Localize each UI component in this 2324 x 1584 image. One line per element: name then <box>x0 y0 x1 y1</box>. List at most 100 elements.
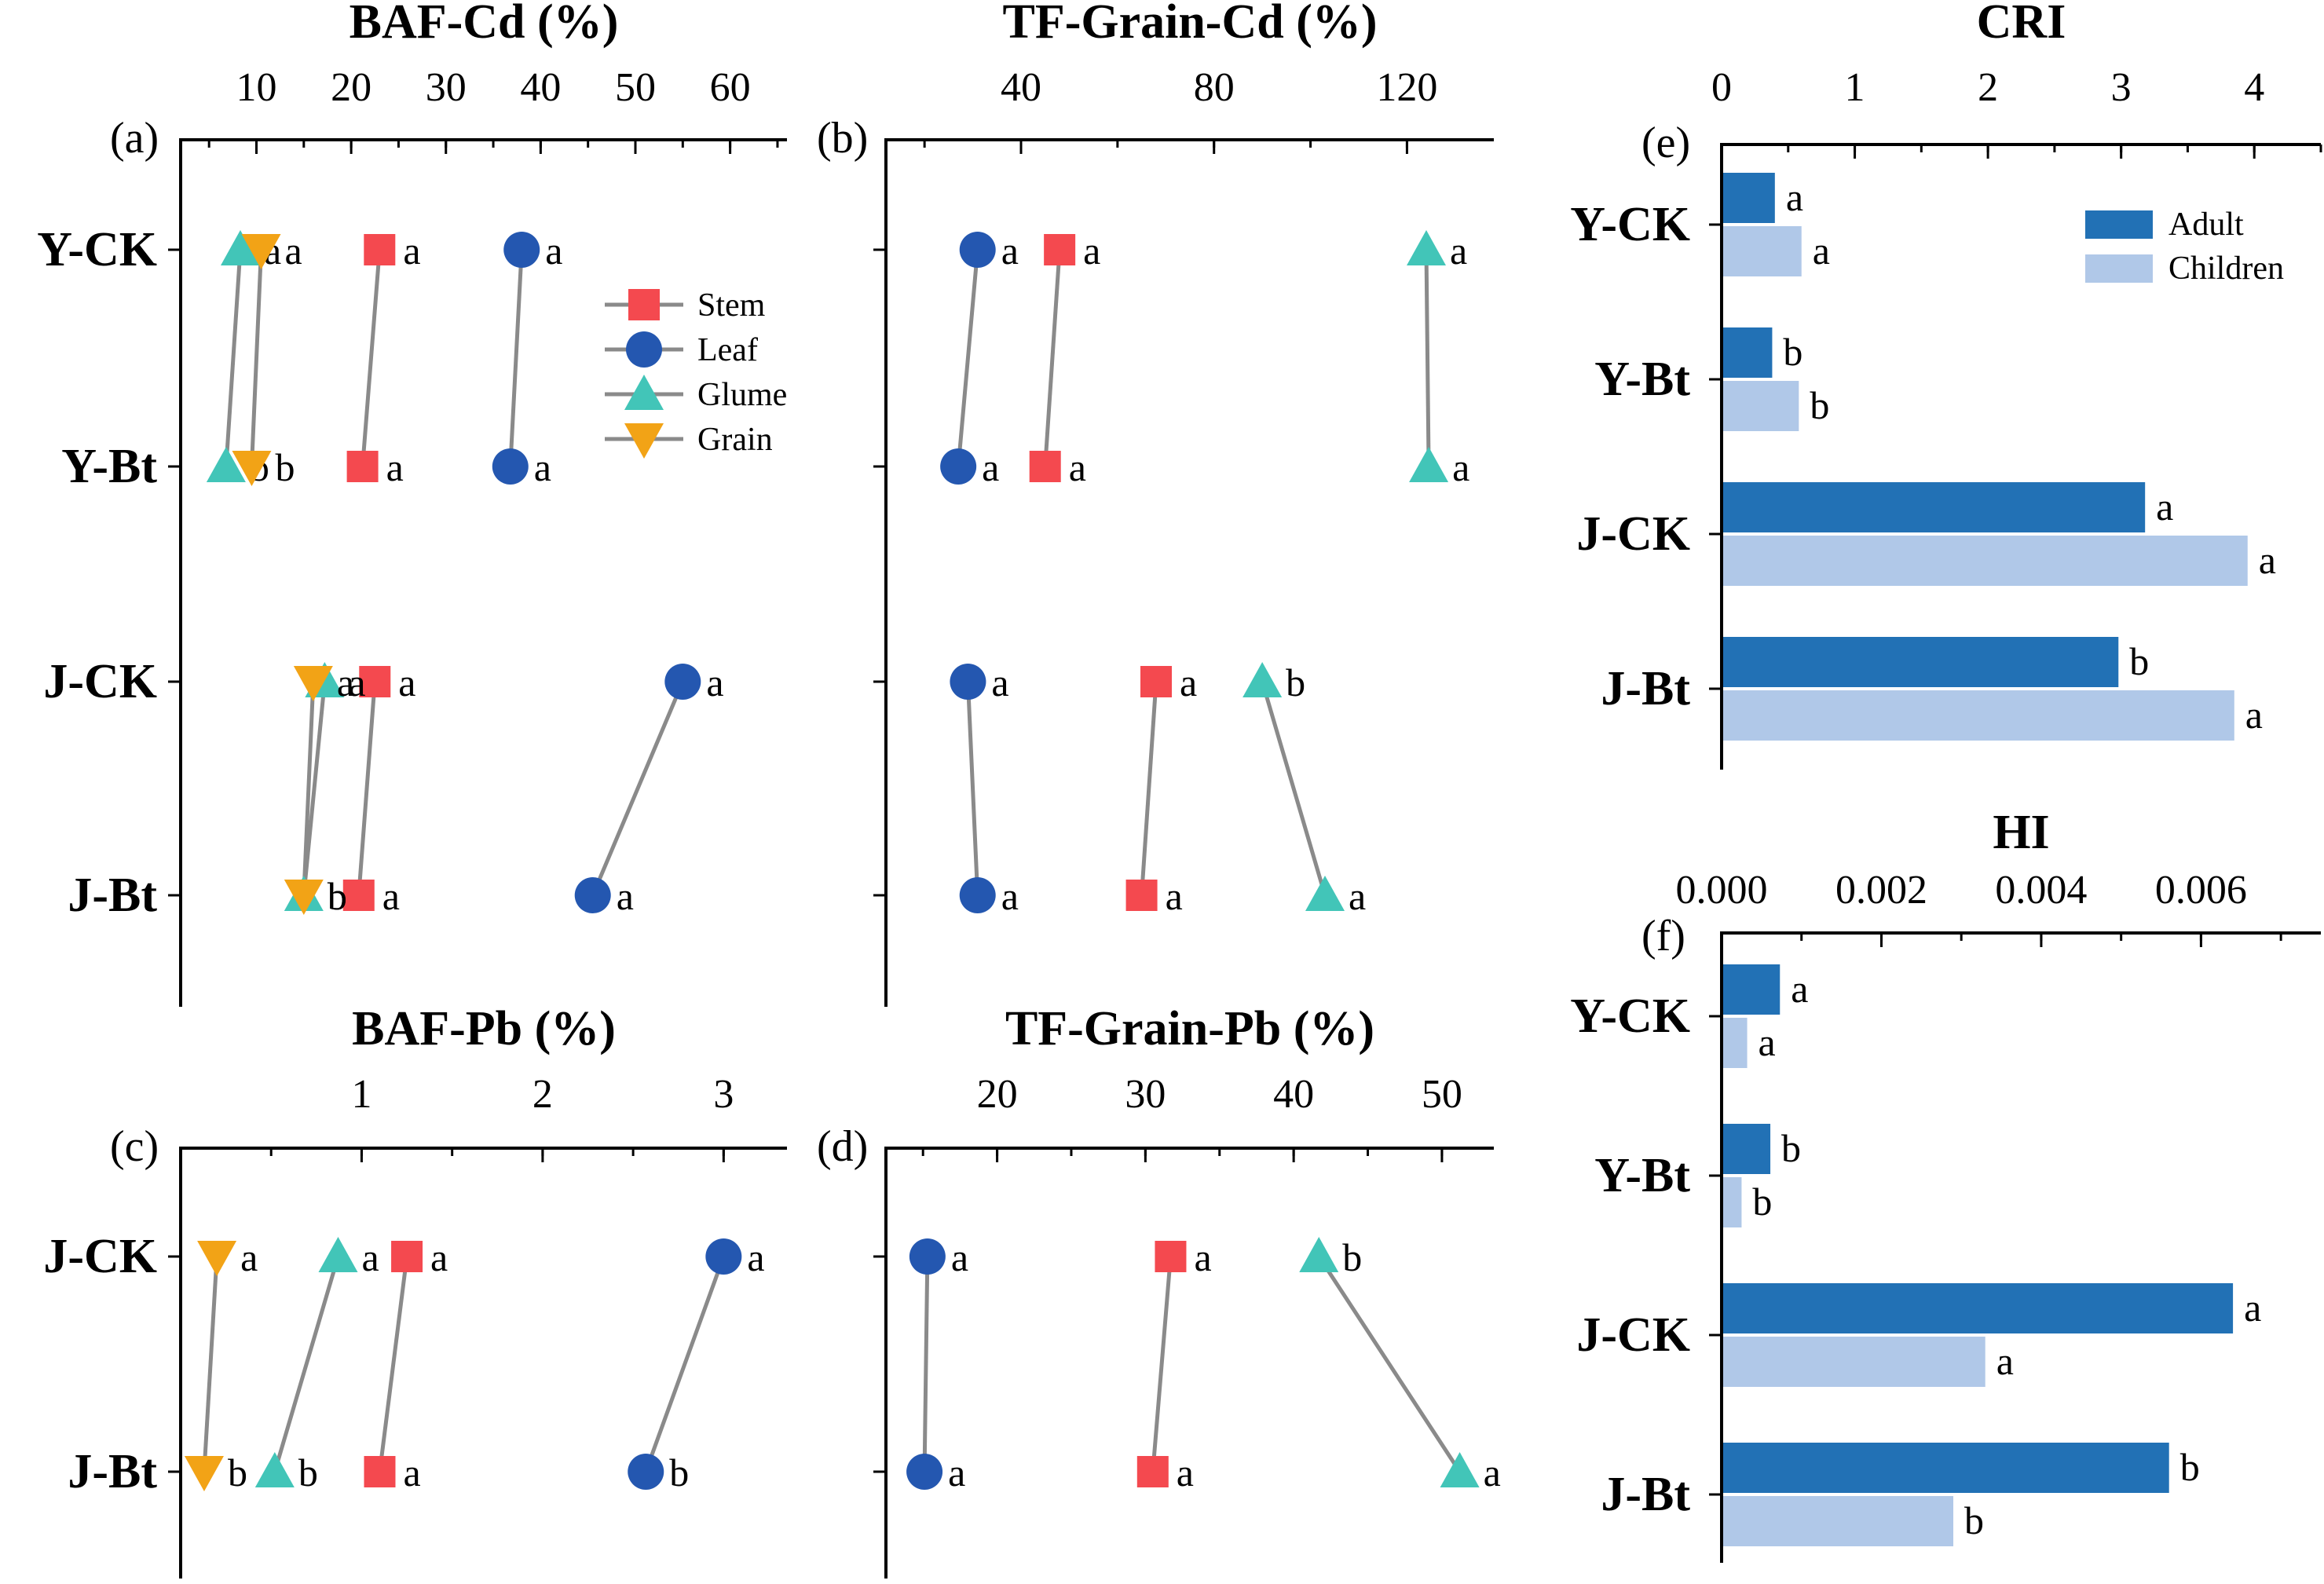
legend-label-children: Children <box>2168 251 2284 287</box>
panel-b-stem-marker <box>1029 451 1061 482</box>
panel-d-label: (d) <box>817 1122 868 1171</box>
panel-f-tick-label: 0.006 <box>2155 868 2247 913</box>
panel-f-sig-letter: a <box>1791 967 1808 1011</box>
panel-a-connector-grain <box>302 681 316 896</box>
panel-c-connector-leaf <box>643 1256 726 1472</box>
panel-b-stem-marker <box>1140 666 1172 697</box>
panel-f-bar-adult <box>1723 964 1781 1015</box>
panel-c-connector-grain <box>202 1256 219 1472</box>
panel-c-tick-label: 1 <box>351 1072 371 1117</box>
panel-b-tick-label: 80 <box>1194 65 1235 110</box>
legend-label-stem: Stem <box>697 287 766 324</box>
panel-b-title: TF-Grain-Cd (%) <box>1002 0 1377 49</box>
panel-d-leaf-marker <box>906 1454 943 1490</box>
legend-marker-glume <box>624 375 664 410</box>
panel-a-category-label: J-Bt <box>68 869 157 922</box>
panel-c-sig-letter: a <box>361 1235 379 1279</box>
panel-b-glume-marker <box>1243 662 1283 697</box>
panel-e-bar-adult <box>1723 173 1775 223</box>
panel-c-sig-letter: a <box>240 1235 258 1279</box>
panel-b-connector-leaf <box>965 681 980 896</box>
panel-b-leaf-marker <box>940 448 977 485</box>
panel-a-sig-letter: a <box>348 660 365 704</box>
panel-e-bar-adult <box>1723 482 2146 532</box>
panel-f-label: (f) <box>1641 912 1685 960</box>
panel-b-stem-marker <box>1125 880 1158 911</box>
panel-e-category-label: J-Bt <box>1601 662 1690 715</box>
panel-c-grain-marker <box>184 1456 224 1491</box>
panel-c-sig-letter: b <box>228 1450 247 1494</box>
legend-marker-stem <box>628 289 660 320</box>
panel-d-tick-label: 40 <box>1273 1072 1314 1117</box>
panel-e-category-label: J-CK <box>1576 507 1690 561</box>
panel-d-stem-marker <box>1136 1456 1169 1487</box>
panel-a-stem-marker <box>364 234 396 265</box>
panel-b-leaf-marker <box>959 877 996 913</box>
panel-b-tick-label: 40 <box>1001 65 1041 110</box>
panel-a-tick-label: 20 <box>331 65 371 110</box>
legend-marker-grain <box>624 423 664 459</box>
panel-e-tick-label: 0 <box>1711 65 1732 110</box>
panel-c-leaf-marker <box>705 1238 742 1275</box>
panel-f-category-label: Y-Bt <box>1594 1149 1690 1202</box>
panel-a-tick-label: 30 <box>426 65 467 110</box>
panel-d-sig-letter: a <box>1484 1450 1501 1494</box>
panel-f-bar-children <box>1723 1018 1748 1068</box>
panel-f-sig-letter: a <box>1996 1339 2014 1383</box>
panel-b-sig-letter: b <box>1286 660 1305 704</box>
panel-a-grain-marker <box>241 234 281 269</box>
panel-e-sig-letter: a <box>2259 538 2276 582</box>
panel-a-sig-letter: a <box>382 874 400 918</box>
panel-d-sig-letter: a <box>951 1235 968 1279</box>
panel-b-connector-stem <box>1140 681 1158 896</box>
panel-f-category-label: J-Bt <box>1601 1468 1690 1521</box>
panel-d-tick-label: 20 <box>977 1072 1018 1117</box>
panel-d-sig-letter: a <box>948 1450 965 1494</box>
panel-a-sig-letter: a <box>337 660 354 704</box>
panel-e-sig-letter: a <box>1786 175 1803 219</box>
panel-a-category-label: Y-Bt <box>61 440 157 493</box>
panel-b-sig-letter: a <box>1069 445 1086 489</box>
panel-c-glume-marker <box>254 1452 295 1487</box>
panel-f-bar-adult <box>1723 1443 2169 1493</box>
panel-a-stem-marker <box>359 666 391 697</box>
panel-f-tick-label: 0.000 <box>1676 868 1768 913</box>
panel-f-title: HI <box>1993 806 2049 859</box>
panel-e-bar-children <box>1723 536 2248 586</box>
panel-a-sig-letter: a <box>398 660 415 704</box>
panel-b-sig-letter: a <box>991 660 1008 704</box>
legend-label-grain: Grain <box>697 422 773 458</box>
panel-a-sig-letter: a <box>386 445 404 489</box>
panel-b-glume-marker <box>1305 876 1345 911</box>
panel-c-glume-marker <box>318 1237 358 1272</box>
panel-e-tick-label: 1 <box>1845 65 1865 110</box>
panel-a-grain-marker <box>232 451 272 486</box>
panel-d-leaf-marker <box>909 1238 946 1275</box>
panel-a-sig-letter: b <box>328 874 347 918</box>
legend-label-adult: Adult <box>2168 207 2244 243</box>
panel-f-category-label: J-CK <box>1576 1308 1690 1362</box>
panel-b-sig-letter: a <box>1349 874 1366 918</box>
panel-c-label: (c) <box>110 1122 159 1171</box>
panel-b-sig-letter: a <box>1180 660 1197 704</box>
panel-d-connector-glume <box>1317 1255 1462 1473</box>
panel-b-connector-stem <box>1043 249 1062 467</box>
panel-e-category-label: Y-CK <box>1570 198 1690 251</box>
panel-c-sig-letter: a <box>430 1235 448 1279</box>
panel-e-bar-children <box>1723 226 1802 276</box>
panel-e-tick-label: 4 <box>2244 65 2264 110</box>
panel-e-tick-label: 3 <box>2111 65 2132 110</box>
panel-c-sig-letter: b <box>298 1450 318 1494</box>
panel-c-tick-label: 3 <box>713 1072 734 1117</box>
panel-f-sig-letter: a <box>1759 1020 1776 1064</box>
panel-a-tick-label: 10 <box>236 65 277 110</box>
panel-f-sig-letter: b <box>1781 1126 1801 1170</box>
panel-f-bar-children <box>1723 1177 1742 1227</box>
panel-a-tick-label: 50 <box>615 65 656 110</box>
panel-c-connector-glume <box>273 1256 340 1472</box>
panel-b-glume-marker <box>1409 447 1449 482</box>
panel-f-bar-adult <box>1723 1283 2234 1333</box>
panel-b-sig-letter: a <box>1001 874 1019 918</box>
panel-a-sig-letter: b <box>275 445 295 489</box>
